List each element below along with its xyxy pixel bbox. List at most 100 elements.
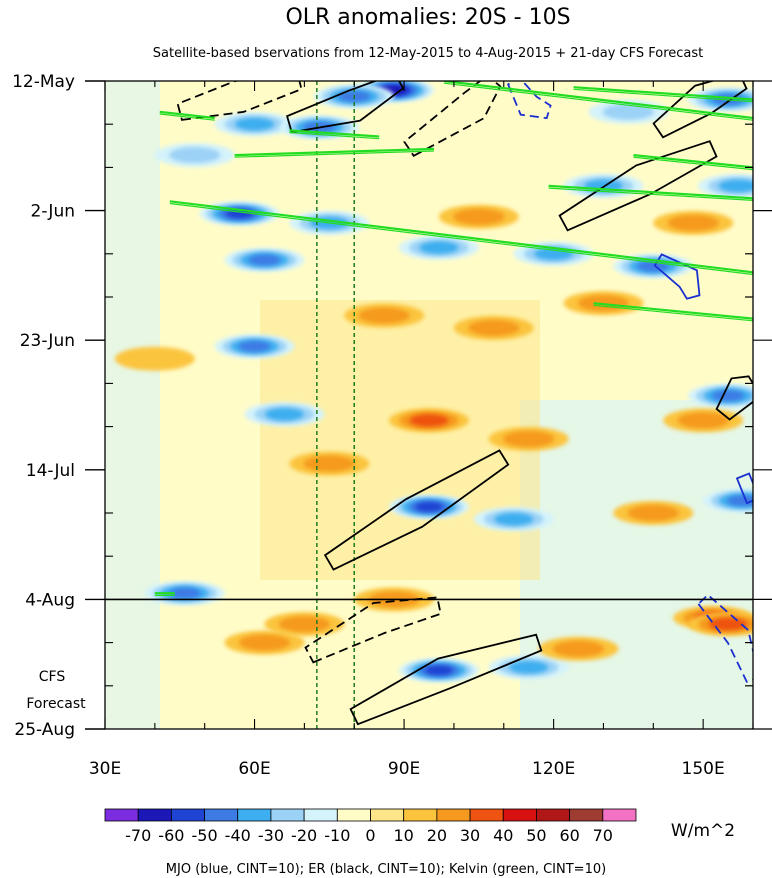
colorbar-label: 70 [593, 826, 613, 845]
colorbar-swatch [469, 808, 504, 822]
anomaly-cell [289, 451, 370, 476]
anomaly-shade [534, 247, 574, 261]
colorbar-swatch [204, 808, 239, 822]
x-tick-label: 120E [532, 759, 575, 779]
anomaly-shade [468, 319, 520, 336]
kelvin-contour-line [169, 200, 753, 274]
anomaly-shade [677, 412, 729, 429]
kelvin-contour [169, 200, 753, 276]
anomaly-shade [358, 307, 410, 324]
anomaly-shade [168, 587, 201, 599]
reference-lines [316, 81, 355, 729]
er-contour [715, 375, 753, 421]
anomaly-shade [708, 617, 748, 631]
x-tick-label: 30E [89, 759, 121, 779]
colorbar-label: -10 [324, 826, 350, 845]
colorbar-swatch [104, 808, 139, 822]
kelvin-contour-line [573, 88, 753, 103]
anomaly-cell [224, 247, 305, 272]
colorbar-label: 20 [427, 826, 447, 845]
kelvin-contour-line [633, 154, 753, 169]
contour-legend-footnote: MJO (blue, CINT=10); ER (black, CINT=10)… [166, 862, 606, 877]
colorbar-swatch [403, 808, 438, 822]
kelvin-contour-line [234, 147, 435, 157]
kelvin-contour-line [633, 156, 753, 171]
anomaly-shade [712, 390, 745, 402]
anomaly-shade [248, 254, 281, 266]
kelvin-contour-line [289, 131, 380, 140]
anomaly-cell [344, 303, 425, 328]
anomaly-shade [667, 214, 719, 231]
anomaly-cell [538, 636, 619, 661]
anomaly-cell [214, 112, 295, 137]
kelvin-contour [573, 86, 753, 103]
colorbar-swatch [569, 808, 604, 822]
anomaly-shade [503, 430, 555, 447]
mjo-contour [697, 593, 753, 683]
colorbar-label: -30 [258, 826, 284, 845]
colorbar-swatch [237, 808, 272, 822]
er-contour [403, 81, 502, 157]
forecast-label-line2: Forecast [26, 696, 86, 712]
colorbar-unit: W/m^2 [671, 821, 735, 841]
colorbar-label: 40 [493, 826, 513, 845]
anomaly-cell [453, 315, 534, 340]
anomaly-cell [653, 210, 734, 235]
colorbar-label: -60 [158, 826, 184, 845]
anomaly-cell [314, 84, 395, 109]
colorbar-label: 30 [460, 826, 480, 845]
anomaly-cell [389, 494, 469, 519]
plot-area [105, 81, 753, 729]
anomaly-shade [238, 634, 291, 651]
anomaly-shade [509, 661, 549, 674]
chart-title: OLR anomalies: 20S - 10S [285, 5, 570, 30]
colorbar-label: -70 [125, 826, 151, 845]
kelvin-contour [633, 154, 753, 171]
anomaly-cell [389, 408, 469, 433]
anomaly-cell [224, 630, 305, 655]
anomaly-cell [613, 501, 694, 525]
forecast-label-line1: CFS [39, 669, 66, 685]
colorbar-swatch [370, 808, 405, 822]
anomaly-shade [494, 512, 534, 526]
anomaly-shade [114, 346, 195, 371]
x-tick-label: 90E [388, 759, 420, 779]
kelvin-contour [443, 81, 753, 121]
colorbar-label: 0 [365, 826, 375, 845]
er-contour [286, 81, 405, 134]
colorbar-label: -20 [291, 826, 317, 845]
y-tick-label: 23-Jun [20, 331, 75, 351]
anomaly-cell [663, 408, 744, 433]
anomaly-shade [415, 502, 443, 512]
anomaly-shade [602, 103, 654, 120]
anomaly-cell [688, 383, 753, 408]
anomaly-cell [473, 507, 554, 532]
colorbar: -70 -60 -50 -40 -30 -20 -10 0 10 20 30 40 50 60 70 [104, 808, 637, 845]
anomaly-cell [488, 426, 569, 451]
axis-ticks [85, 80, 772, 730]
kelvin-contour-line [548, 187, 753, 201]
colorbar-label: 50 [526, 826, 546, 845]
anomaly-layer [114, 81, 753, 683]
kelvin-contour [159, 110, 215, 121]
kelvin-contour-line [443, 81, 753, 120]
kelvin-contour-line [548, 184, 753, 200]
anomaly-cell [398, 235, 479, 260]
anomaly-shade [627, 505, 679, 521]
y-tick-label: 2-Jun [31, 202, 75, 222]
anomaly-shade [453, 208, 505, 225]
er-contour [323, 449, 510, 571]
colorbar-swatch [270, 808, 305, 822]
colorbar-swatch [170, 808, 205, 822]
kelvin-contour [289, 129, 380, 140]
colorbar-label: -50 [191, 826, 217, 845]
anomaly-cell [688, 612, 753, 637]
mjo-contour [506, 81, 552, 120]
anomaly-shade [419, 241, 459, 254]
colorbar-swatch [502, 808, 537, 822]
y-tick-label: 12-May [12, 72, 75, 92]
colorbar-swatch [303, 808, 338, 822]
kelvin-contour-line [234, 150, 435, 158]
x-tick-label: 150E [682, 759, 725, 779]
anomaly-shade [169, 147, 221, 164]
